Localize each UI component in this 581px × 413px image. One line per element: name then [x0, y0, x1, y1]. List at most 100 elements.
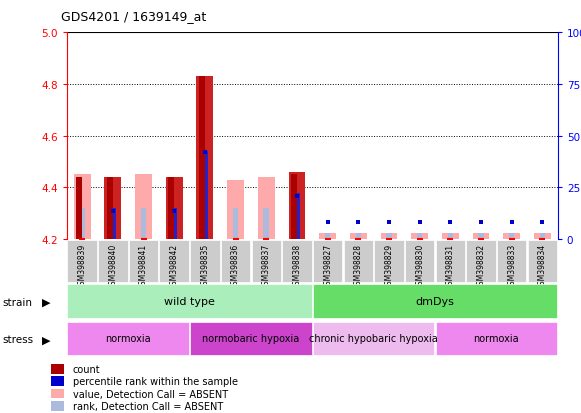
Bar [110, 209, 116, 240]
Bar [135, 175, 152, 240]
FancyBboxPatch shape [98, 240, 128, 282]
Bar [447, 233, 453, 240]
Bar [52, 389, 64, 399]
Text: GSM398834: GSM398834 [538, 243, 547, 289]
Text: rank, Detection Call = ABSENT: rank, Detection Call = ABSENT [73, 401, 223, 411]
Text: GSM398832: GSM398832 [476, 243, 486, 289]
Text: GSM398833: GSM398833 [507, 243, 517, 289]
Text: count: count [73, 364, 100, 374]
Text: GSM398827: GSM398827 [323, 243, 332, 289]
Text: normoxia: normoxia [474, 334, 519, 344]
FancyBboxPatch shape [374, 240, 404, 282]
Text: GSM398835: GSM398835 [200, 243, 209, 289]
Text: normoxia: normoxia [105, 334, 151, 344]
FancyBboxPatch shape [313, 322, 435, 355]
Text: ▶: ▶ [42, 297, 51, 307]
Bar [202, 152, 207, 240]
Bar [52, 377, 64, 386]
FancyBboxPatch shape [528, 240, 557, 282]
FancyBboxPatch shape [405, 240, 435, 282]
Bar [356, 233, 361, 240]
Point [385, 219, 394, 226]
Bar [350, 233, 367, 240]
Bar [472, 233, 489, 240]
Bar [74, 175, 91, 240]
Bar [417, 233, 422, 240]
FancyBboxPatch shape [190, 322, 311, 355]
Bar [478, 233, 484, 240]
Bar [52, 401, 64, 411]
FancyBboxPatch shape [497, 240, 526, 282]
FancyBboxPatch shape [436, 322, 557, 355]
Text: GSM398841: GSM398841 [139, 243, 148, 289]
Text: percentile rank within the sample: percentile rank within the sample [73, 376, 238, 386]
Text: GSM398839: GSM398839 [78, 243, 87, 289]
Bar [386, 233, 392, 240]
Bar [289, 173, 306, 240]
Bar [233, 209, 238, 240]
Point [292, 194, 302, 200]
Text: GSM398837: GSM398837 [262, 243, 271, 289]
Text: dmDys: dmDys [415, 297, 454, 306]
Point [507, 219, 517, 226]
FancyBboxPatch shape [67, 240, 97, 282]
Text: strain: strain [3, 297, 33, 307]
Bar [503, 233, 520, 240]
Bar [534, 233, 551, 240]
FancyBboxPatch shape [467, 240, 496, 282]
Bar [442, 233, 459, 240]
Bar [105, 178, 121, 240]
Bar [227, 180, 244, 240]
Text: GSM398836: GSM398836 [231, 243, 240, 289]
FancyBboxPatch shape [190, 240, 220, 282]
FancyBboxPatch shape [67, 285, 311, 318]
FancyBboxPatch shape [343, 240, 373, 282]
Point [538, 219, 547, 226]
Bar [258, 178, 275, 240]
Text: GSM398838: GSM398838 [292, 243, 302, 289]
Text: GSM398831: GSM398831 [446, 243, 455, 289]
Point [476, 219, 486, 226]
Bar [52, 364, 64, 374]
FancyBboxPatch shape [313, 240, 342, 282]
Text: GDS4201 / 1639149_at: GDS4201 / 1639149_at [61, 10, 206, 23]
Text: GSM398829: GSM398829 [385, 243, 393, 289]
Text: GSM398830: GSM398830 [415, 243, 424, 289]
Text: GSM398828: GSM398828 [354, 243, 363, 289]
Bar [294, 193, 300, 240]
Bar [199, 77, 205, 240]
Text: GSM398840: GSM398840 [108, 243, 117, 289]
Bar [141, 209, 146, 240]
Point [170, 208, 179, 214]
Bar [166, 178, 182, 240]
FancyBboxPatch shape [221, 240, 250, 282]
Bar [381, 233, 397, 240]
Point [415, 219, 424, 226]
FancyBboxPatch shape [159, 240, 189, 282]
Point [446, 219, 455, 226]
Text: value, Detection Call = ABSENT: value, Detection Call = ABSENT [73, 389, 228, 399]
Bar [540, 233, 545, 240]
Text: GSM398842: GSM398842 [170, 243, 179, 289]
Text: stress: stress [3, 335, 34, 344]
FancyBboxPatch shape [67, 322, 189, 355]
Bar [509, 233, 515, 240]
Point [354, 219, 363, 226]
Bar [319, 233, 336, 240]
FancyBboxPatch shape [313, 285, 557, 318]
FancyBboxPatch shape [282, 240, 311, 282]
Text: ▶: ▶ [42, 335, 51, 344]
Bar [76, 178, 82, 240]
Point [200, 150, 210, 157]
Bar [168, 178, 174, 240]
Bar [264, 209, 269, 240]
Point [323, 219, 332, 226]
Bar [80, 209, 85, 240]
Text: normobaric hypoxia: normobaric hypoxia [202, 334, 300, 344]
Text: chronic hypobaric hypoxia: chronic hypobaric hypoxia [309, 334, 438, 344]
FancyBboxPatch shape [252, 240, 281, 282]
Text: wild type: wild type [164, 297, 215, 306]
Bar [325, 233, 331, 240]
Bar [107, 178, 113, 240]
Bar [411, 233, 428, 240]
